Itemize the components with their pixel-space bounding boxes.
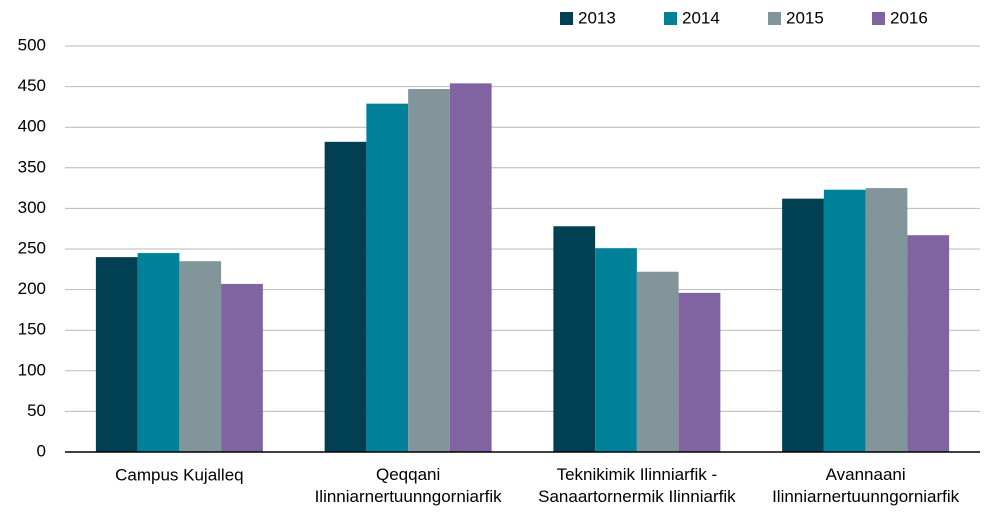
bar (678, 292, 721, 452)
x-tick-label: Qeqqani Ilinniarnertuunngorniarfik (315, 465, 503, 506)
legend-swatch (664, 12, 677, 25)
bar (221, 283, 263, 452)
y-tick-label: 450 (18, 76, 46, 95)
y-tick-label: 0 (37, 441, 46, 460)
bar (636, 271, 679, 452)
bar (595, 248, 637, 452)
y-tick-label: 400 (18, 117, 46, 136)
legend-swatch (768, 12, 781, 25)
y-tick-label: 100 (18, 360, 46, 379)
y-tick-label: 250 (18, 238, 46, 257)
legend-label: 2016 (890, 8, 928, 27)
bar (408, 89, 450, 452)
x-tick-label: Campus Kujalleq (115, 465, 244, 484)
x-tick-label: Teknikimik Ilinniarfik -Sanaartornermik … (538, 465, 736, 506)
y-tick-label: 200 (18, 279, 46, 298)
bar (782, 198, 824, 452)
y-tick-label: 350 (18, 157, 46, 176)
bar (449, 83, 492, 453)
bar (865, 188, 908, 452)
y-tick-label: 500 (18, 35, 46, 54)
y-tick-label: 300 (18, 198, 46, 217)
legend-label: 2013 (578, 8, 616, 27)
legend-label: 2015 (786, 8, 824, 27)
y-tick-label: 150 (18, 320, 46, 339)
legend-label: 2014 (682, 8, 720, 27)
bar (366, 103, 409, 452)
bar (823, 189, 866, 452)
bar (907, 235, 950, 452)
bar (137, 253, 180, 452)
y-tick-label: 50 (27, 401, 46, 420)
bar (324, 141, 367, 453)
x-tick-label: Avannaani Ilinniarnertuunngorniarfik (772, 465, 960, 506)
legend-swatch (872, 12, 885, 25)
legend-swatch (560, 12, 573, 25)
bar (553, 226, 596, 452)
bar (179, 261, 222, 452)
bar (95, 257, 138, 452)
